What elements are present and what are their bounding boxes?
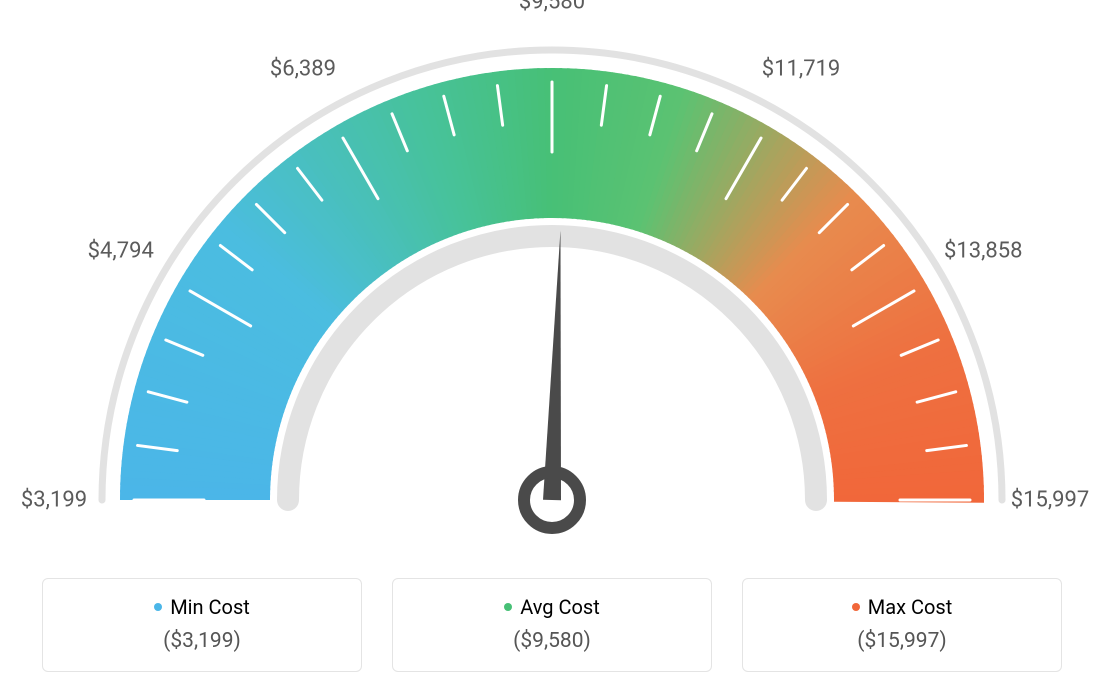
- legend-label-avg: Avg Cost: [520, 595, 600, 619]
- legend-title-avg: Avg Cost: [393, 595, 711, 619]
- legend-value-max: ($15,997): [743, 629, 1061, 653]
- legend-dot-avg: [504, 603, 512, 611]
- legend-label-min: Min Cost: [170, 595, 250, 619]
- legend-row: Min Cost ($3,199) Avg Cost ($9,580) Max …: [0, 578, 1104, 672]
- gauge-tick-label: $15,997: [1011, 488, 1090, 513]
- legend-card-max: Max Cost ($15,997): [742, 578, 1062, 672]
- legend-title-max: Max Cost: [743, 595, 1061, 619]
- gauge-chart: $3,199 $4,794 $6,389 $9,580 $11,719 $13,858 $1…: [0, 0, 1104, 560]
- gauge-svg: [0, 0, 1104, 560]
- legend-dot-max: [852, 603, 860, 611]
- legend-value-min: ($3,199): [43, 629, 361, 653]
- legend-dot-min: [154, 603, 162, 611]
- gauge-tick-label: $13,858: [944, 238, 1023, 263]
- legend-title-min: Min Cost: [43, 595, 361, 619]
- legend-card-min: Min Cost ($3,199): [42, 578, 362, 672]
- gauge-tick-label: $3,199: [21, 488, 87, 513]
- gauge-tick-label: $6,389: [270, 56, 336, 81]
- legend-card-avg: Avg Cost ($9,580): [392, 578, 712, 672]
- gauge-tick-label: $9,580: [519, 0, 585, 15]
- gauge-tick-label: $11,719: [762, 56, 841, 81]
- gauge-tick-label: $4,794: [88, 238, 154, 263]
- legend-label-max: Max Cost: [868, 595, 953, 619]
- legend-value-avg: ($9,580): [393, 629, 711, 653]
